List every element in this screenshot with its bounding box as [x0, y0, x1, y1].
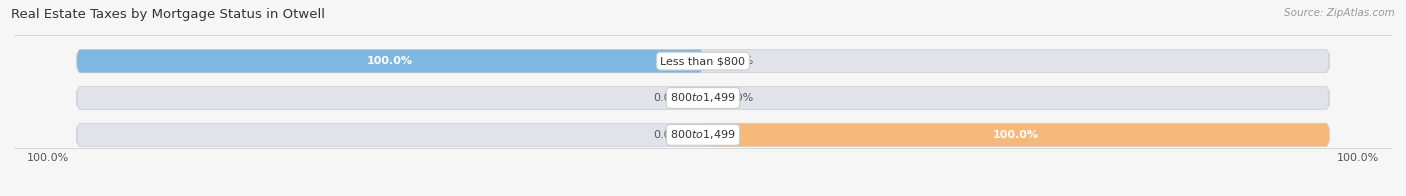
Text: 0.0%: 0.0%	[725, 56, 754, 66]
Text: Less than $800: Less than $800	[661, 56, 745, 66]
Text: 100.0%: 100.0%	[27, 153, 69, 163]
FancyBboxPatch shape	[77, 50, 703, 73]
Text: Source: ZipAtlas.com: Source: ZipAtlas.com	[1284, 8, 1395, 18]
FancyBboxPatch shape	[77, 87, 1329, 109]
Text: 0.0%: 0.0%	[652, 130, 681, 140]
Text: 0.0%: 0.0%	[652, 93, 681, 103]
Text: 100.0%: 100.0%	[367, 56, 413, 66]
Text: 100.0%: 100.0%	[993, 130, 1039, 140]
Text: $800 to $1,499: $800 to $1,499	[671, 128, 735, 141]
FancyBboxPatch shape	[703, 123, 1329, 146]
Text: Real Estate Taxes by Mortgage Status in Otwell: Real Estate Taxes by Mortgage Status in …	[11, 8, 325, 21]
Text: 100.0%: 100.0%	[1337, 153, 1379, 163]
Text: 0.0%: 0.0%	[725, 93, 754, 103]
FancyBboxPatch shape	[77, 50, 1329, 73]
Text: $800 to $1,499: $800 to $1,499	[671, 92, 735, 104]
FancyBboxPatch shape	[77, 123, 1329, 146]
